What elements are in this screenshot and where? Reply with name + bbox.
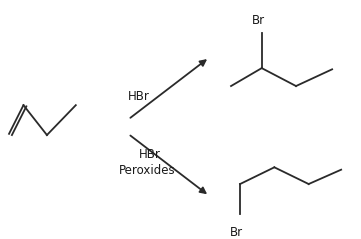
Text: Br: Br [230, 226, 243, 239]
Text: HBr: HBr [139, 148, 161, 161]
Text: Br: Br [252, 14, 265, 27]
Text: HBr: HBr [128, 90, 150, 103]
Text: Peroxides: Peroxides [119, 164, 176, 177]
